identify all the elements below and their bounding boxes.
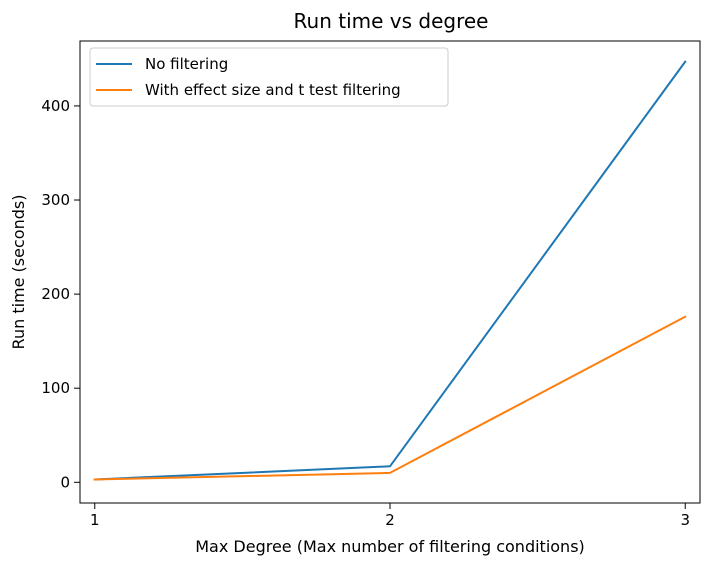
plot-frame	[79, 40, 701, 504]
x-axis-ticks: 1 2 3	[90, 503, 690, 529]
y-axis-ticks: 0 100 200 300 400	[41, 97, 80, 491]
legend: No filtering With effect size and t test …	[89, 47, 449, 107]
series-lines	[93, 60, 687, 481]
y-tick-label: 0	[60, 473, 70, 491]
chart-title: Run time vs degree	[294, 9, 489, 33]
legend-label: No filtering	[145, 55, 228, 73]
legend-label: With effect size and t test filtering	[145, 81, 401, 99]
x-tick-label: 2	[385, 511, 395, 529]
series-line-2	[93, 315, 687, 481]
y-tick-label: 100	[41, 379, 70, 397]
x-axis-label: Max Degree (Max number of filtering cond…	[195, 537, 585, 556]
x-tick-label: 3	[680, 511, 690, 529]
legend-frame	[89, 47, 449, 107]
plot-area: 1 2 3 0 100 200 300 400	[41, 40, 701, 529]
series-line-1	[93, 60, 687, 481]
y-tick-label: 200	[41, 285, 70, 303]
y-axis-label: Run time (seconds)	[9, 195, 28, 350]
y-tick-label: 400	[41, 97, 70, 115]
y-tick-label: 300	[41, 191, 70, 209]
x-tick-label: 1	[90, 511, 100, 529]
